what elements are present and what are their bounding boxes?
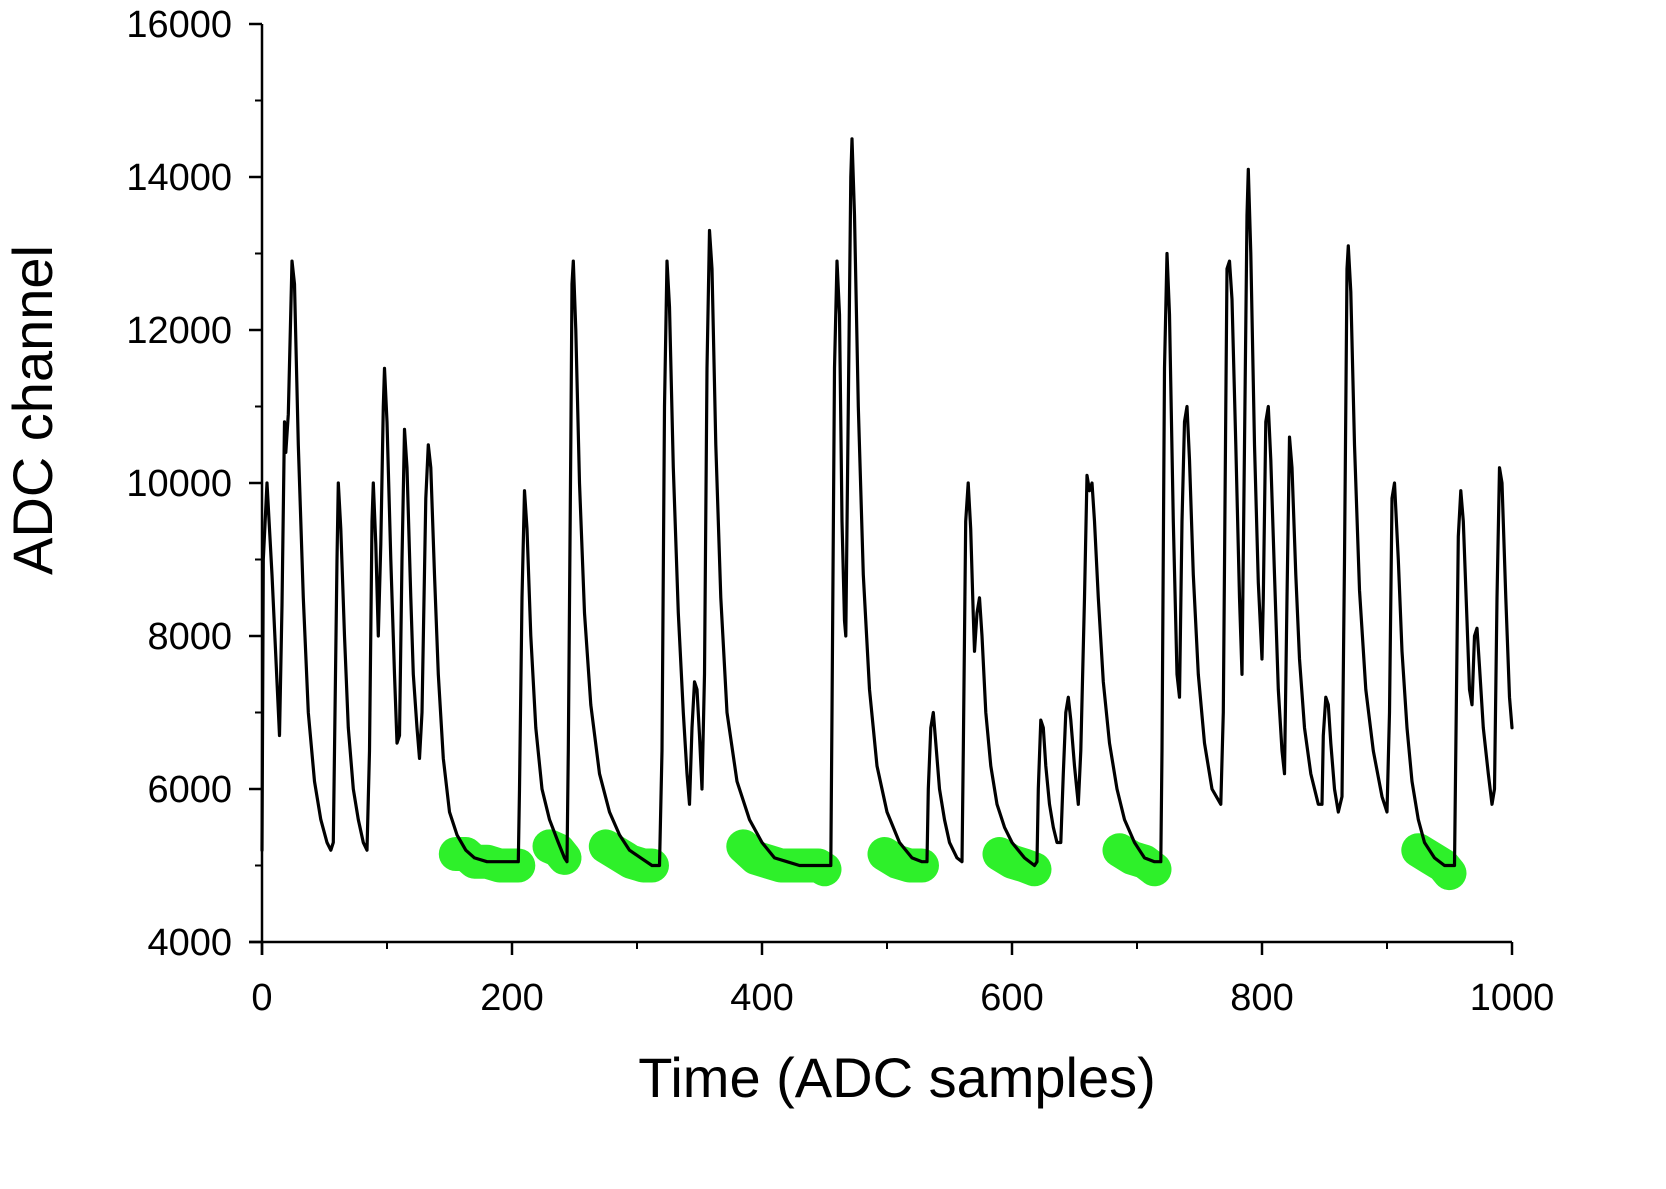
x-tick-label-0: 0 [251,977,272,1019]
highlight-region-7 [1102,833,1172,887]
y-tick-label-14000: 14000 [126,157,232,199]
x-tick-label-600: 600 [980,977,1043,1019]
plot-area [260,137,1514,868]
highlight-region-8 [1401,833,1467,891]
y-tick-label-10000: 10000 [126,463,232,505]
highlight-region-5 [867,837,939,883]
x-tick-label-800: 800 [1230,977,1293,1019]
y-tick-label-16000: 16000 [126,4,232,46]
highlight-region-1 [438,837,536,883]
x-tick-label-200: 200 [480,977,543,1019]
axes [249,22,1514,955]
baseline-highlights [438,829,1467,891]
y-tick-label-6000: 6000 [147,769,232,811]
y-tick-label-4000: 4000 [147,922,232,964]
x-tick-label-400: 400 [730,977,793,1019]
x-tick-label-1000: 1000 [1470,977,1555,1019]
highlight-region-6 [982,837,1052,887]
y-axis-title: ADC channel [1,245,64,575]
series-line-1 [260,137,1514,868]
highlight-region-3 [588,829,669,883]
y-tick-label-12000: 12000 [126,310,232,352]
tick-labels: 0 200 400 600 800 1000 4000 6000 8000 10000 12000 1… [126,4,1554,1019]
x-axis-title: Time (ADC samples) [638,1046,1156,1109]
y-tick-label-8000: 8000 [147,616,232,658]
